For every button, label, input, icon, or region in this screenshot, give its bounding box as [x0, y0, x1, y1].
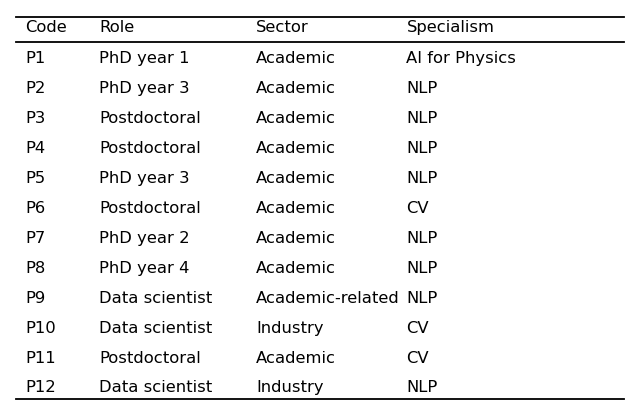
Text: Postdoctoral: Postdoctoral [99, 111, 201, 126]
Text: PhD year 3: PhD year 3 [99, 171, 189, 186]
Text: CV: CV [406, 320, 429, 335]
Text: PhD year 1: PhD year 1 [99, 51, 189, 66]
Text: Academic-related: Academic-related [256, 290, 400, 305]
Text: P5: P5 [26, 171, 46, 186]
Text: P8: P8 [26, 260, 46, 275]
Text: PhD year 3: PhD year 3 [99, 81, 189, 96]
Text: Academic: Academic [256, 171, 336, 186]
Text: Academic: Academic [256, 260, 336, 275]
Text: AI for Physics: AI for Physics [406, 51, 516, 66]
Text: Specialism: Specialism [406, 20, 494, 35]
Text: CV: CV [406, 350, 429, 365]
Text: Academic: Academic [256, 200, 336, 216]
Text: Postdoctoral: Postdoctoral [99, 141, 201, 156]
Text: P4: P4 [26, 141, 45, 156]
Text: Academic: Academic [256, 81, 336, 96]
Text: Postdoctoral: Postdoctoral [99, 200, 201, 216]
Text: PhD year 2: PhD year 2 [99, 230, 190, 245]
Text: Postdoctoral: Postdoctoral [99, 350, 201, 365]
Text: P12: P12 [26, 380, 56, 395]
Text: Academic: Academic [256, 141, 336, 156]
Text: P2: P2 [26, 81, 46, 96]
Text: Academic: Academic [256, 230, 336, 245]
Text: P3: P3 [26, 111, 46, 126]
Text: P10: P10 [26, 320, 56, 335]
Text: P11: P11 [26, 350, 56, 365]
Text: Academic: Academic [256, 350, 336, 365]
Text: NLP: NLP [406, 230, 438, 245]
Text: Data scientist: Data scientist [99, 290, 212, 305]
Text: NLP: NLP [406, 81, 438, 96]
Text: P7: P7 [26, 230, 46, 245]
Text: NLP: NLP [406, 171, 438, 186]
Text: P6: P6 [26, 200, 46, 216]
Text: NLP: NLP [406, 290, 438, 305]
Text: Industry: Industry [256, 320, 324, 335]
Text: PhD year 4: PhD year 4 [99, 260, 189, 275]
Text: P9: P9 [26, 290, 46, 305]
Text: Academic: Academic [256, 51, 336, 66]
Text: NLP: NLP [406, 380, 438, 395]
Text: Sector: Sector [256, 20, 308, 35]
Text: NLP: NLP [406, 111, 438, 126]
Text: Academic: Academic [256, 111, 336, 126]
Text: Code: Code [26, 20, 67, 35]
Text: P1: P1 [26, 51, 46, 66]
Text: Data scientist: Data scientist [99, 320, 212, 335]
Text: Data scientist: Data scientist [99, 380, 212, 395]
Text: NLP: NLP [406, 260, 438, 275]
Text: Industry: Industry [256, 380, 324, 395]
Text: Role: Role [99, 20, 134, 35]
Text: CV: CV [406, 200, 429, 216]
Text: NLP: NLP [406, 141, 438, 156]
